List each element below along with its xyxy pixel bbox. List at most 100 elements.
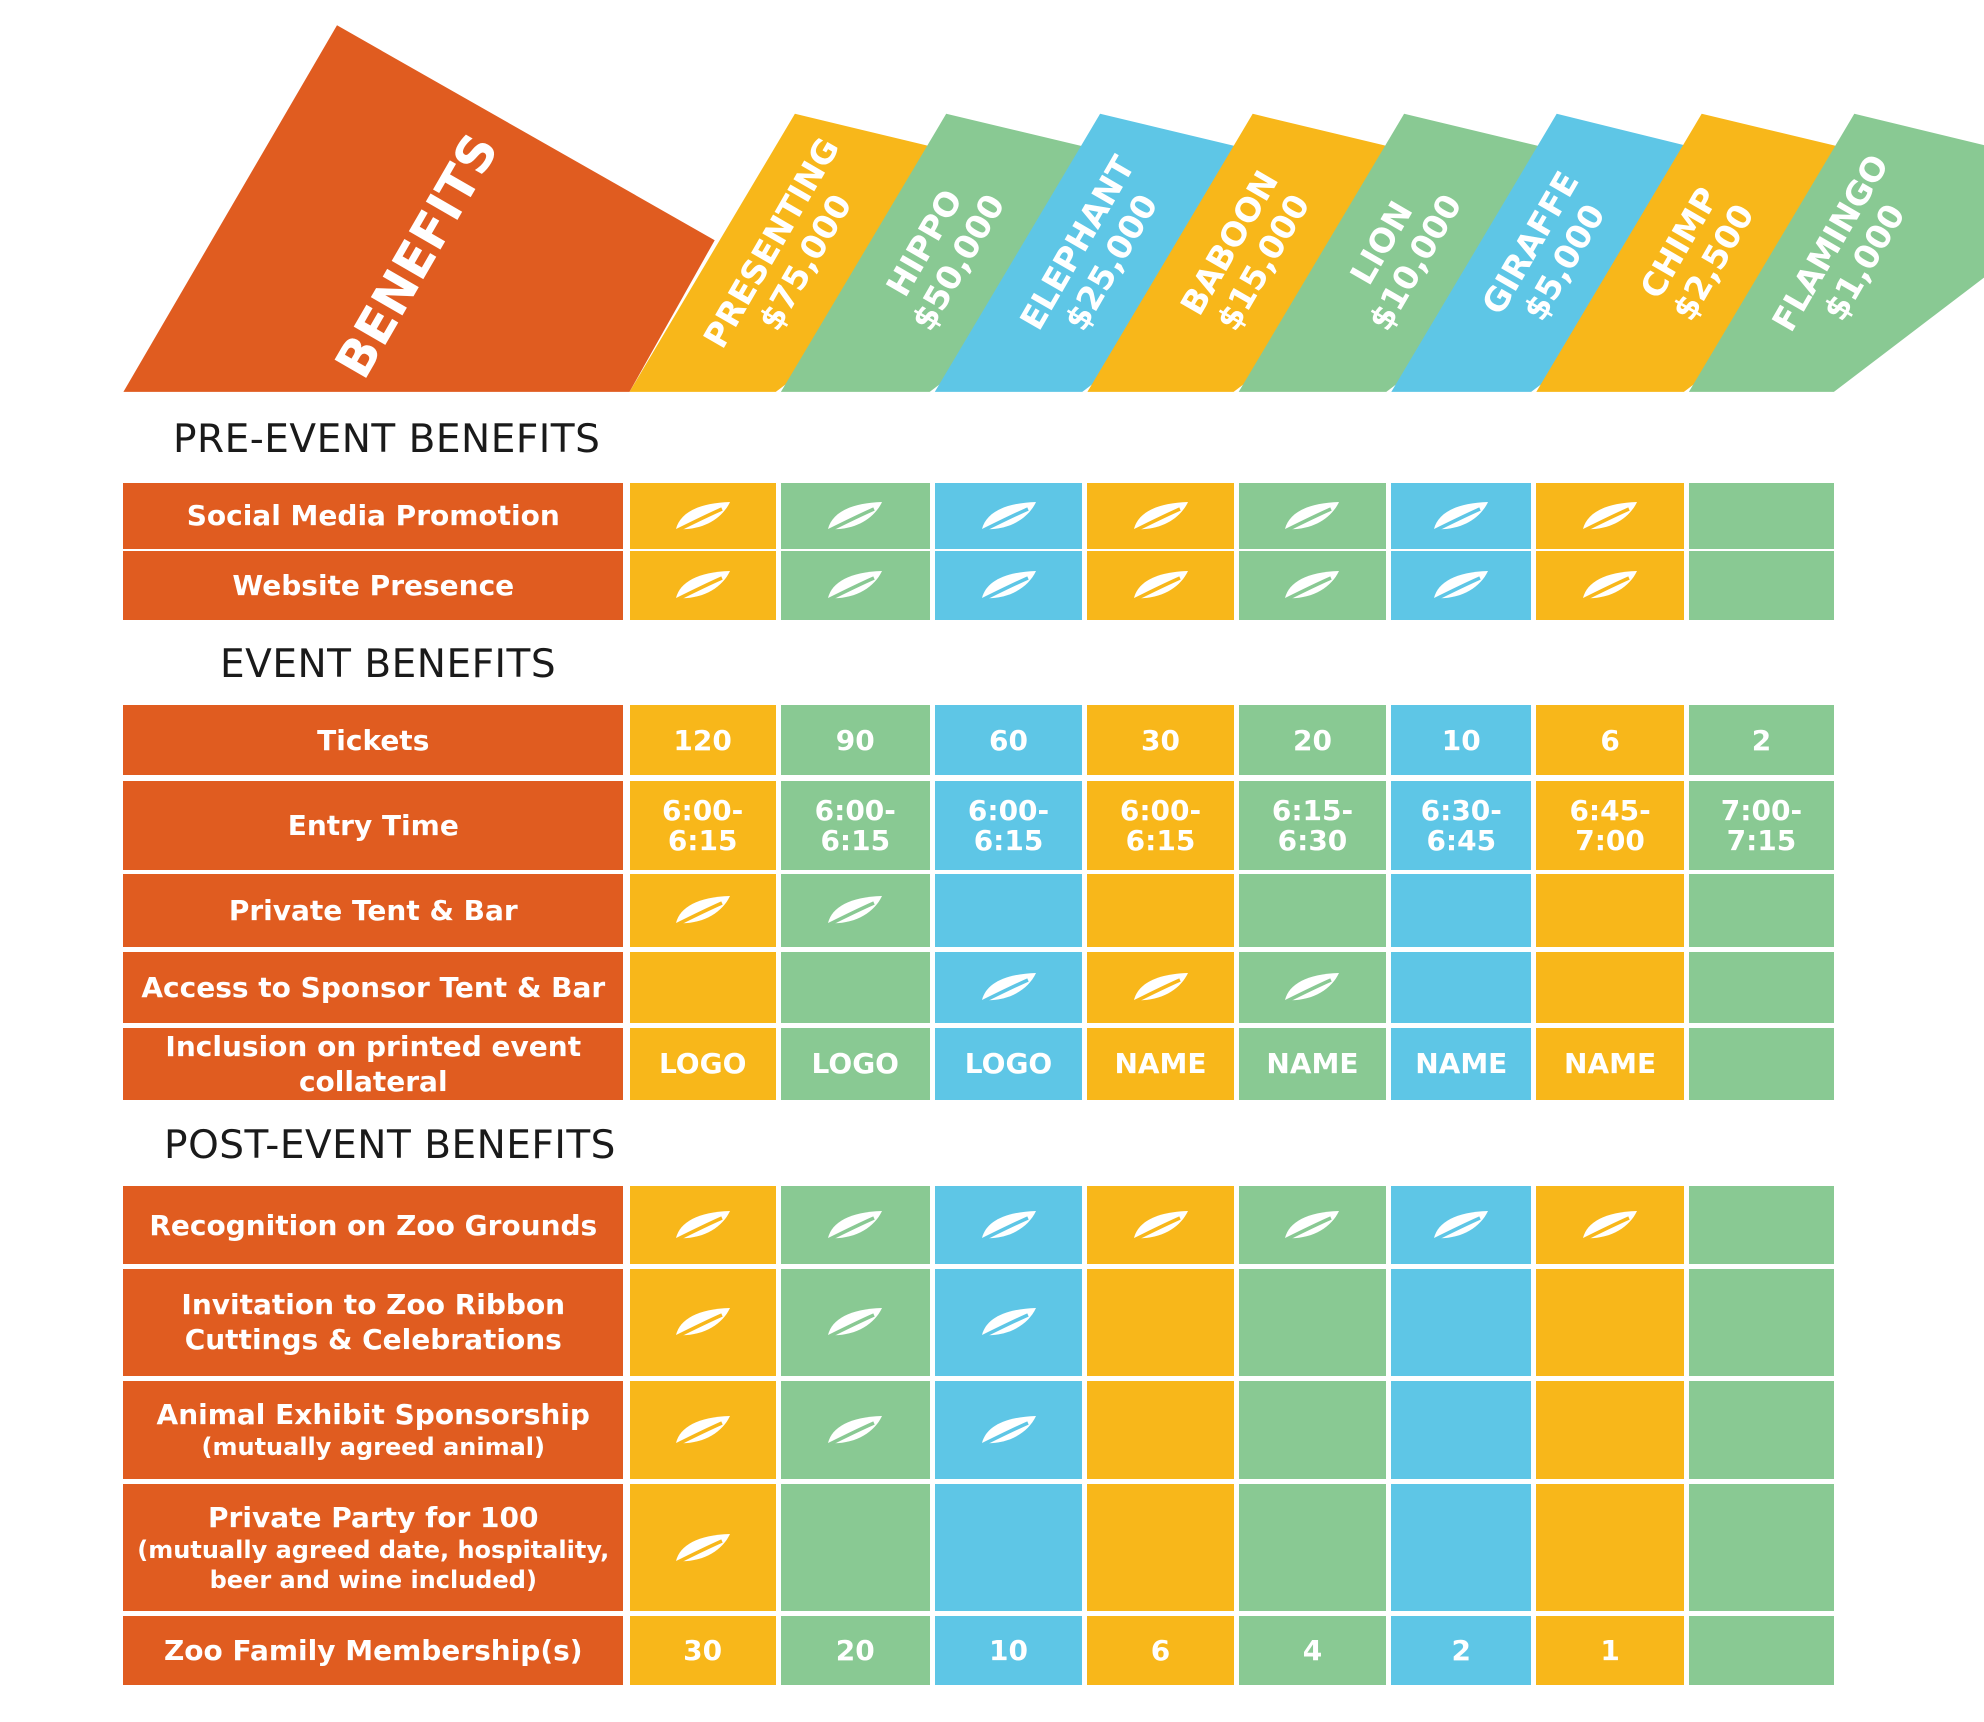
- tier-cell: [934, 1269, 1083, 1376]
- tier-cell: 90: [780, 705, 930, 776]
- benefit-sublabel-text: (mutually agreed date, hospitality, beer…: [137, 1536, 610, 1594]
- tier-cell: [1087, 873, 1234, 947]
- leaf-checkmark-icon: [978, 970, 1040, 1005]
- tier-cell: [1688, 1484, 1834, 1611]
- benefit-label: Invitation to Zoo Ribbon Cuttings & Cele…: [123, 1269, 624, 1376]
- tier-cell: NAME: [1238, 1027, 1387, 1100]
- cell-value: 6:45- 7:00: [1569, 794, 1651, 857]
- leaf-checkmark-icon: [672, 1531, 734, 1565]
- tier-cell: [780, 1269, 930, 1376]
- benefit-label-text: Private Party for 100: [208, 1501, 539, 1534]
- tier-cell: [1391, 1380, 1532, 1480]
- leaf-checkmark-icon: [1579, 1208, 1641, 1243]
- tier-cell: [1536, 1484, 1684, 1611]
- cell-value: 2: [1751, 723, 1772, 757]
- leaf-checkmark-icon: [978, 568, 1040, 603]
- tier-cell: LOGO: [780, 1027, 930, 1100]
- tier-cell: 30: [1087, 705, 1234, 776]
- tier-cell: [1688, 482, 1834, 549]
- tier-cell: [1536, 1269, 1684, 1376]
- tier-cell: [1238, 551, 1387, 620]
- leaf-checkmark-icon: [672, 893, 734, 928]
- benefit-label-text: Social Media Promotion: [186, 499, 560, 533]
- tier-cell: [1536, 1185, 1684, 1265]
- tier-cell: [780, 952, 930, 1023]
- cell-value: 7:00- 7:15: [1720, 794, 1803, 857]
- leaf-checkmark-icon: [672, 1208, 734, 1243]
- cell-value: NAME: [1266, 1047, 1359, 1081]
- header-graphic: [123, 25, 1984, 392]
- benefit-label: Inclusion on printed event collateral: [123, 1027, 624, 1100]
- tier-cell: [1238, 1380, 1387, 1480]
- tier-cell: 20: [1238, 705, 1387, 776]
- tier-cell: [1238, 952, 1387, 1023]
- leaf-checkmark-icon: [1281, 970, 1343, 1005]
- tier-cell: [780, 1380, 930, 1480]
- leaf-checkmark-icon: [1130, 1208, 1192, 1243]
- section-title: PRE-EVENT BENEFITS: [172, 417, 601, 463]
- cell-value: NAME: [1415, 1047, 1508, 1081]
- benefit-label: Zoo Family Membership(s): [123, 1615, 624, 1686]
- tier-cell: [1087, 551, 1234, 620]
- tier-cell: [1391, 482, 1532, 549]
- tier-cell: [1087, 1185, 1234, 1265]
- tier-cell: [629, 551, 776, 620]
- benefit-label: Access to Sponsor Tent & Bar: [123, 952, 624, 1023]
- benefit-label: Animal Exhibit Sponsorship (mutually agre…: [123, 1380, 624, 1480]
- leaf-checkmark-icon: [978, 1305, 1040, 1340]
- tier-cell: 6:30- 6:45: [1391, 781, 1532, 870]
- tier-cell: [1238, 482, 1387, 549]
- benefit-label-text: Invitation to Zoo Ribbon Cuttings & Cele…: [181, 1288, 566, 1357]
- cell-value: 6:15- 6:30: [1271, 794, 1354, 857]
- tier-cell: [934, 482, 1083, 549]
- tier-cell: 6:00- 6:15: [1087, 781, 1234, 870]
- tier-cell: 1: [1536, 1615, 1684, 1686]
- tier-cell: [1391, 952, 1532, 1023]
- cell-value: 10: [1441, 723, 1481, 757]
- cell-value: NAME: [1114, 1047, 1207, 1081]
- leaf-checkmark-icon: [1430, 499, 1492, 533]
- tier-cell: LOGO: [629, 1027, 776, 1100]
- tier-cell: [780, 482, 930, 549]
- tier-cell: [934, 1484, 1083, 1611]
- leaf-checkmark-icon: [1430, 568, 1492, 603]
- cell-value: 6:00- 6:15: [967, 794, 1050, 857]
- tier-cell: [934, 1185, 1083, 1265]
- tier-cell: 20: [780, 1615, 930, 1686]
- tier-cell: [1536, 482, 1684, 549]
- tier-cell: [1536, 873, 1684, 947]
- benefit-label: Recognition on Zoo Grounds: [123, 1185, 624, 1265]
- benefit-label: Private Tent & Bar: [123, 873, 624, 947]
- leaf-checkmark-icon: [672, 499, 734, 533]
- tier-cell: [1688, 952, 1834, 1023]
- leaf-checkmark-icon: [978, 1413, 1040, 1447]
- cell-value: 20: [1292, 723, 1332, 757]
- leaf-checkmark-icon: [978, 499, 1040, 533]
- leaf-checkmark-icon: [1430, 1208, 1492, 1243]
- tier-cell: [1087, 482, 1234, 549]
- tier-cell: 2: [1391, 1615, 1532, 1686]
- tier-cell: NAME: [1536, 1027, 1684, 1100]
- cell-value: 6:00- 6:15: [662, 794, 744, 857]
- leaf-checkmark-icon: [824, 499, 886, 533]
- leaf-checkmark-icon: [824, 1413, 886, 1447]
- tier-cell: [1688, 1185, 1834, 1265]
- tier-cell: [629, 482, 776, 549]
- cell-value: NAME: [1564, 1047, 1657, 1081]
- tier-cell: LOGO: [934, 1027, 1083, 1100]
- cell-value: 6: [1600, 723, 1620, 757]
- tier-cell: [1688, 1269, 1834, 1376]
- leaf-checkmark-icon: [672, 1305, 734, 1340]
- leaf-checkmark-icon: [978, 1208, 1040, 1243]
- tier-cell: [1391, 1185, 1532, 1265]
- cell-value: 6:00- 6:15: [814, 794, 896, 857]
- benefit-label-text: Animal Exhibit Sponsorship: [156, 1398, 590, 1432]
- tier-cell: 6:15- 6:30: [1238, 781, 1387, 870]
- cell-value: 1: [1600, 1633, 1620, 1667]
- cell-value: 10: [989, 1633, 1028, 1667]
- tier-cell: [1238, 1269, 1387, 1376]
- leaf-checkmark-icon: [824, 1305, 886, 1340]
- tier-cell: NAME: [1087, 1027, 1234, 1100]
- tier-cell: [780, 551, 930, 620]
